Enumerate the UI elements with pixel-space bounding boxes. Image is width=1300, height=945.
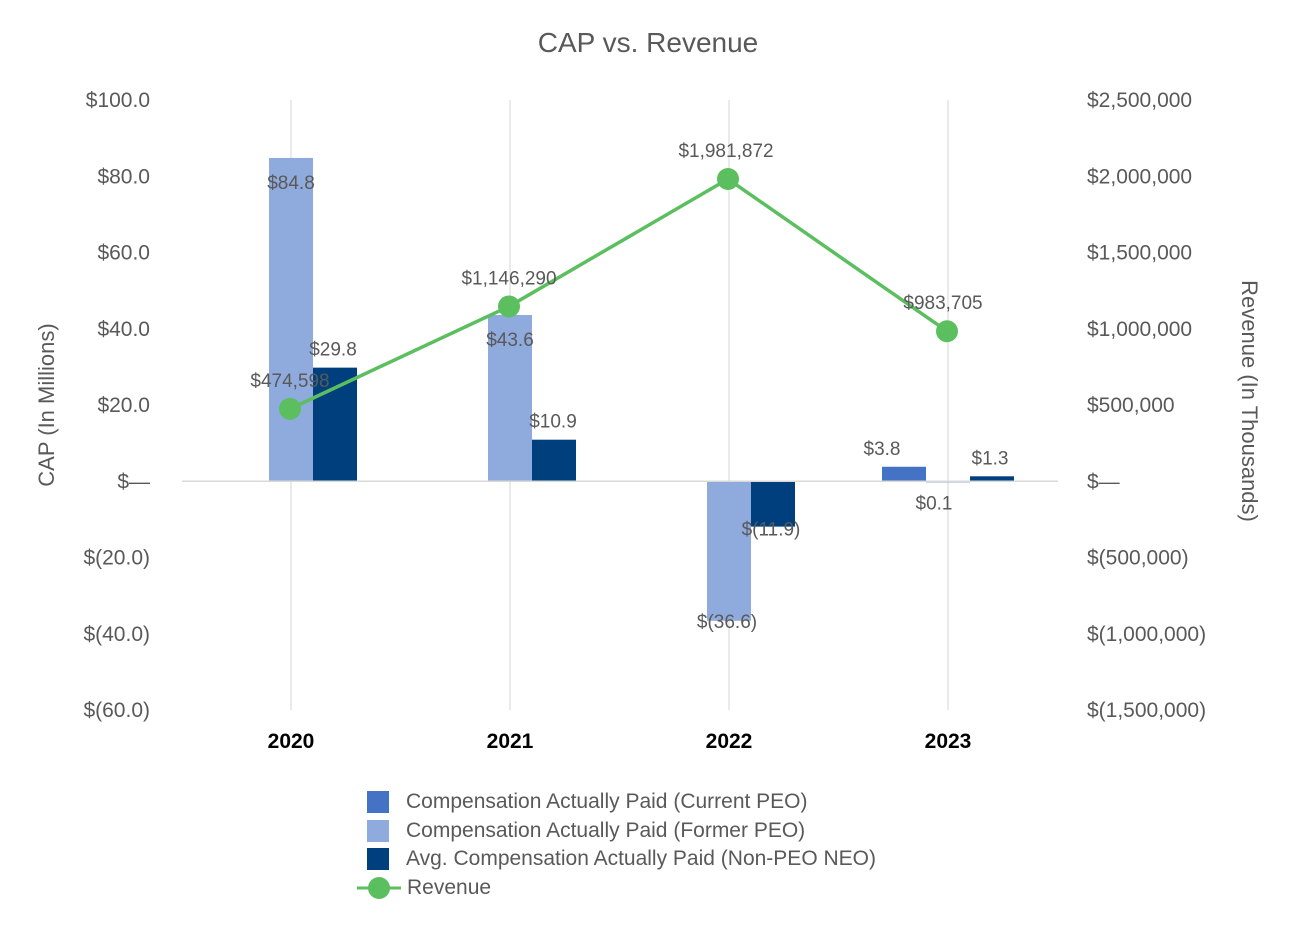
bar-data-label: $1.3 [972, 448, 1009, 469]
legend-item-former-peo[interactable]: Compensation Actually Paid (Former PEO) [362, 817, 982, 846]
legend-item-non-peo-neo[interactable]: Avg. Compensation Actually Paid (Non-PEO… [362, 845, 982, 874]
revenue-point-2022 [717, 168, 739, 191]
bar-former-peo-2022 [707, 481, 751, 621]
bars-layer [269, 157, 1014, 621]
bar-data-label: $(36.6) [697, 612, 757, 633]
legend-label-current-peo: Compensation Actually Paid (Current PEO) [406, 790, 808, 814]
revenue-data-label: $983,705 [903, 293, 982, 314]
bar-non-peo-neo-2021 [532, 439, 576, 482]
y-right-tick-label: $2,000,000 [1087, 165, 1192, 188]
bar-data-label: $10.9 [529, 412, 577, 433]
legend-swatch-non-peo-neo [367, 848, 389, 871]
bar-data-label: $(11.9) [742, 520, 801, 541]
revenue-point-2021 [498, 295, 520, 318]
legend-swatch-current-peo [367, 791, 389, 814]
x-tick-label-2020: 2020 [268, 730, 315, 753]
y-right-tick-label: $— [1087, 470, 1120, 493]
y-axis-left-title: CAP (In Millions) [34, 323, 59, 486]
y-left-tick-label: $40.0 [97, 318, 150, 341]
bar-data-label: $84.8 [267, 173, 315, 194]
legend-swatch-former-peo [367, 819, 389, 842]
labels-layer: $3.8 $84.8 $43.6 $(36.6) $0.1 $29.8 $10.9 $(11.… [250, 141, 1008, 633]
y-left-tick-label: $100.0 [86, 89, 150, 112]
x-tick-label-2023: 2023 [925, 730, 972, 753]
y-axis-right-title: Revenue (In Thousands) [1237, 280, 1262, 522]
legend-item-current-peo[interactable]: Compensation Actually Paid (Current PEO) [362, 788, 982, 817]
y-left-tick-label: $(20.0) [83, 547, 150, 570]
bar-current-peo-2023 [882, 466, 926, 482]
y-right-tick-label: $(1,500,000) [1087, 699, 1206, 722]
revenue-data-label: $474,598 [250, 371, 329, 392]
revenue-line [289, 177, 948, 411]
legend-line-marker-icon [357, 876, 401, 899]
bar-data-label: $43.6 [486, 330, 534, 351]
bar-former-peo-2021 [488, 315, 532, 482]
bar-data-label: $29.8 [309, 340, 357, 361]
revenue-point-2023 [936, 320, 958, 343]
x-tick-label-2021: 2021 [487, 730, 534, 753]
y-left-tick-label: $— [117, 470, 150, 493]
y-right-tick-label: $(1,000,000) [1087, 623, 1206, 646]
y-left-tick-label: $60.0 [97, 242, 150, 265]
revenue-data-label: $1,981,872 [678, 141, 773, 162]
y-left-tick-label: $80.0 [97, 165, 150, 188]
legend: Compensation Actually Paid (Current PEO)… [357, 788, 982, 903]
y-right-tick-label: $500,000 [1087, 394, 1175, 417]
legend-item-revenue[interactable]: Revenue [357, 874, 982, 903]
bar-former-peo-2020 [269, 157, 313, 482]
y-right-tick-label: $1,000,000 [1087, 318, 1192, 341]
y-right-tick-label: $1,500,000 [1087, 242, 1192, 265]
x-tick-label-2022: 2022 [706, 730, 753, 753]
chart-title: CAP vs. Revenue [538, 27, 759, 58]
grid-layer [290, 100, 949, 710]
revenue-data-label: $1,146,290 [461, 268, 556, 289]
line-layer [279, 168, 958, 420]
y-right-tick-label: $2,500,000 [1087, 89, 1192, 112]
y-left-tick-label: $(40.0) [83, 623, 150, 646]
bar-non-peo-neo-2022 [751, 481, 795, 527]
axis-layer: $100.0 $80.0 $60.0 $40.0 $20.0 $— $(20.0) $(40.… [83, 89, 1206, 753]
y-left-tick-label: $20.0 [97, 394, 150, 417]
bar-data-label: $3.8 [864, 439, 901, 460]
y-left-tick-label: $(60.0) [83, 699, 150, 722]
legend-label-non-peo-neo: Avg. Compensation Actually Paid (Non-PEO… [406, 847, 876, 871]
legend-label-former-peo: Compensation Actually Paid (Former PEO) [406, 818, 806, 842]
bar-data-label: $0.1 [916, 493, 953, 514]
y-right-tick-label: $(500,000) [1087, 547, 1189, 570]
legend-label-revenue: Revenue [407, 875, 492, 899]
bar-non-peo-neo-2023 [970, 476, 1014, 482]
revenue-point-2020 [279, 397, 301, 420]
